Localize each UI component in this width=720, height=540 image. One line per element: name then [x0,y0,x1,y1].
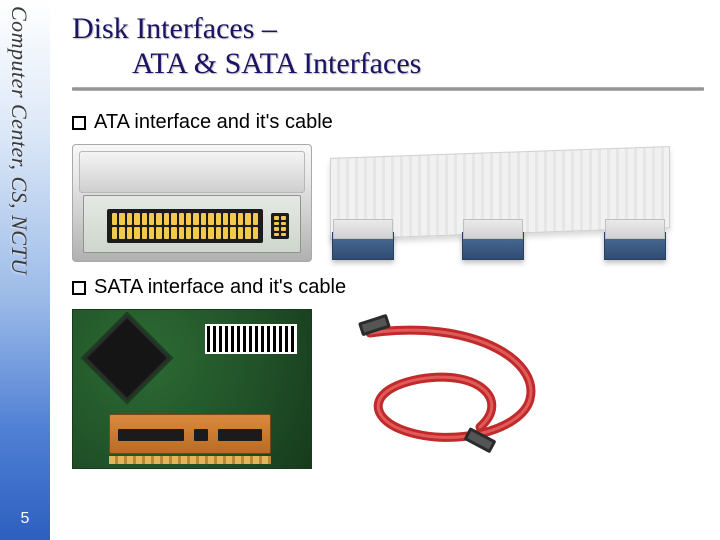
hollow-square-icon [72,116,86,130]
sidebar-gradient: Computer Center, CS, NCTU 5 [0,0,50,540]
hollow-square-icon [72,281,86,295]
ata-figure-row [72,144,704,262]
sata-port [109,414,271,454]
ata-jumper-block [271,213,289,239]
title-underline [72,87,704,91]
bullet-item: ATA interface and it's cable [72,111,704,134]
title-line-1: Disk Interfaces – [72,12,704,47]
slide-title: Disk Interfaces – ATA & SATA Interfaces [72,12,704,81]
slide-content: Disk Interfaces – ATA & SATA Interfaces … [72,12,704,469]
title-line-2: ATA & SATA Interfaces [132,47,704,82]
bullet-item: SATA interface and it's cable [72,276,704,299]
barcode-label [205,324,297,354]
gold-contacts [109,456,271,464]
controller-chip [85,316,170,401]
sata-figure-row [72,309,704,469]
ribbon-connector [462,232,524,260]
sata-cable-figure [330,309,570,469]
sata-board-figure [72,309,312,469]
sidebar-org-text: Computer Center, CS, NCTU [6,6,32,275]
ata-ribbon-cable-figure [330,144,670,262]
ata-connector-figure [72,144,312,262]
ribbon-connector [604,232,666,260]
ata-pin-block [107,209,263,243]
bullet-text: SATA interface and it's cable [94,276,346,299]
ribbon-connector [332,232,394,260]
page-number: 5 [0,510,50,528]
bullet-text: ATA interface and it's cable [94,111,333,134]
